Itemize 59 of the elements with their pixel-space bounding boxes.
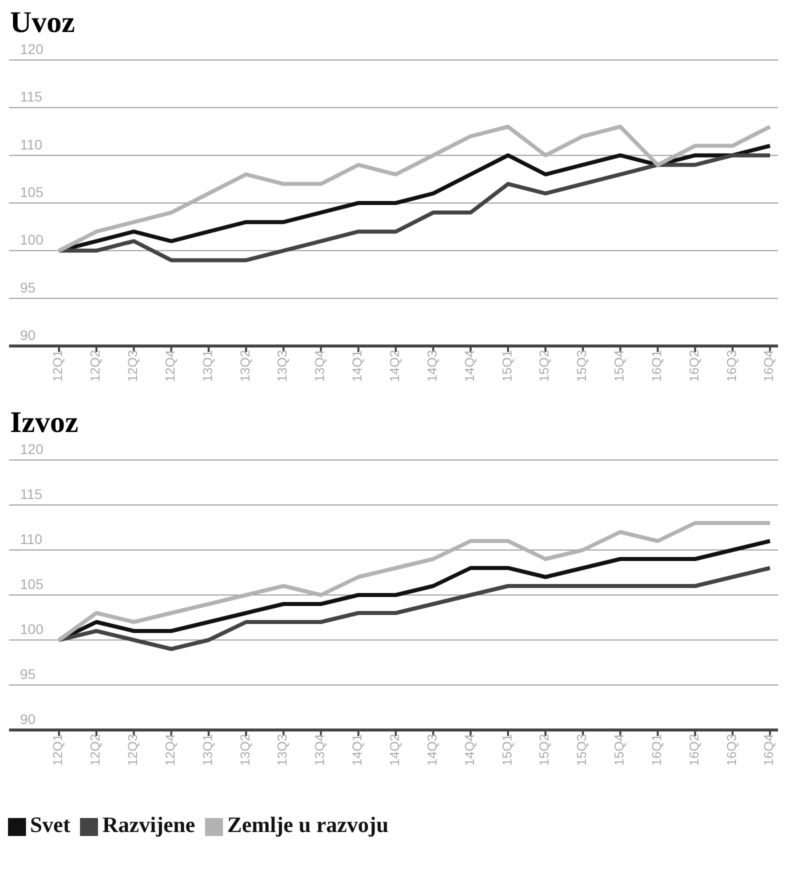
legend-label: Razvijene xyxy=(102,812,196,837)
y-tick-label: 115 xyxy=(20,88,43,105)
x-tick-label: 13Q2 xyxy=(237,734,252,766)
legend-label: Zemlje u razvoju xyxy=(227,812,388,837)
chart-title: Izvoz xyxy=(10,406,80,439)
y-tick-label: 115 xyxy=(20,486,43,502)
x-tick-label: 12Q3 xyxy=(125,734,140,766)
y-tick-label: 105 xyxy=(20,184,44,200)
x-tick-label: 12Q2 xyxy=(88,734,103,766)
x-tick-label: 16Q4 xyxy=(761,734,776,766)
y-tick-label: 95 xyxy=(20,279,36,296)
x-tick-label: 12Q2 xyxy=(88,350,103,382)
y-tick-label: 120 xyxy=(20,441,44,457)
x-tick-label: 12Q3 xyxy=(125,350,140,382)
x-tick-label: 13Q4 xyxy=(312,350,328,382)
x-tick-label: 16Q1 xyxy=(648,734,664,766)
y-tick-label: 110 xyxy=(20,136,43,152)
x-tick-label: 15Q3 xyxy=(574,350,590,382)
x-tick-label: 15Q1 xyxy=(499,350,514,382)
chart-title: Uvoz xyxy=(10,6,76,39)
x-tick-label: 13Q3 xyxy=(274,350,290,382)
x-tick-label: 16Q4 xyxy=(761,350,776,382)
x-tick-label: 15Q2 xyxy=(536,350,552,382)
y-tick-label: 95 xyxy=(20,666,36,682)
x-tick-label: 14Q1 xyxy=(350,734,365,766)
x-tick-label: 15Q1 xyxy=(499,734,514,766)
x-tick-label: 15Q4 xyxy=(612,350,627,382)
x-tick-label: 12Q1 xyxy=(50,350,66,382)
x-tick-label: 14Q4 xyxy=(462,350,477,382)
x-tick-label: 16Q3 xyxy=(724,350,739,382)
x-tick-label: 13Q2 xyxy=(237,350,252,382)
x-tick-label: 13Q1 xyxy=(200,734,215,766)
x-tick-label: 12Q4 xyxy=(162,350,178,382)
x-tick-label: 12Q1 xyxy=(50,734,66,766)
x-tick-label: 13Q4 xyxy=(312,734,328,766)
x-tick-label: 13Q3 xyxy=(274,734,290,766)
x-tick-label: 12Q4 xyxy=(162,734,178,766)
y-tick-label: 105 xyxy=(20,576,44,592)
x-tick-label: 15Q2 xyxy=(536,734,552,766)
x-tick-label: 13Q1 xyxy=(200,350,215,382)
x-tick-label: 14Q2 xyxy=(387,350,402,382)
x-tick-label: 14Q3 xyxy=(424,734,440,766)
y-tick-label: 120 xyxy=(20,41,44,57)
x-tick-label: 16Q3 xyxy=(724,734,739,766)
y-tick-label: 100 xyxy=(20,232,44,248)
x-tick-label: 14Q2 xyxy=(387,734,402,766)
y-tick-label: 100 xyxy=(20,621,44,637)
x-tick-label: 15Q4 xyxy=(612,734,627,766)
x-tick-label: 14Q1 xyxy=(350,350,365,382)
x-tick-label: 16Q2 xyxy=(686,350,702,382)
y-tick-label: 90 xyxy=(20,711,36,727)
legend-label: Svet xyxy=(30,812,70,837)
y-tick-label: 110 xyxy=(20,531,43,547)
x-tick-label: 16Q1 xyxy=(648,350,664,382)
y-tick-label: 90 xyxy=(20,327,36,343)
x-tick-label: 14Q3 xyxy=(424,350,440,382)
x-tick-label: 15Q3 xyxy=(574,734,590,766)
x-tick-label: 14Q4 xyxy=(462,734,477,766)
x-tick-label: 16Q2 xyxy=(686,734,702,766)
